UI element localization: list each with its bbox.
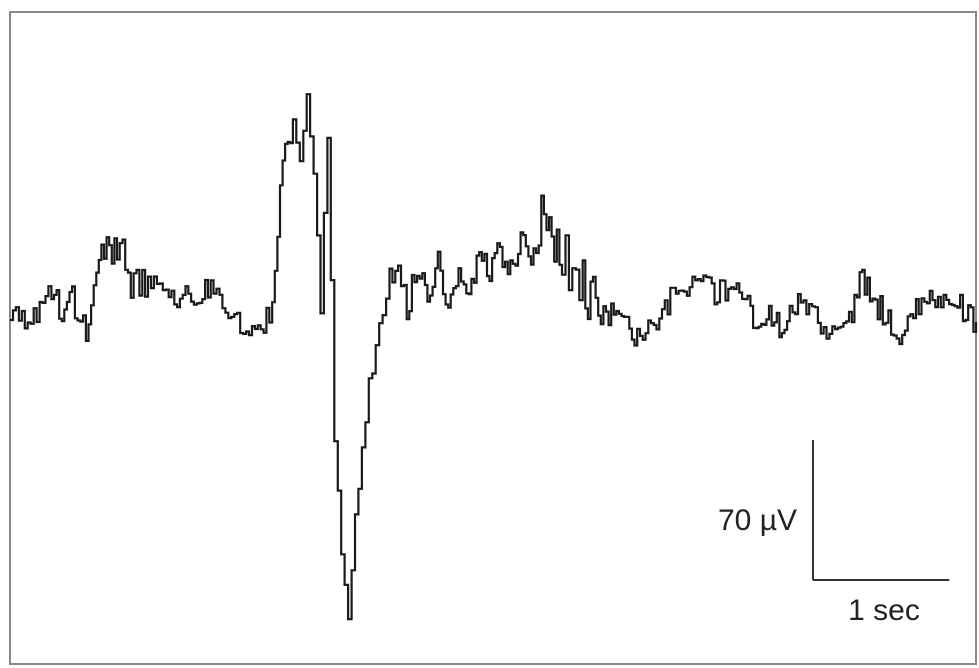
scale-bar: 70 µV 1 sec xyxy=(718,440,950,627)
scale-bar-vertical-label: 70 µV xyxy=(718,504,797,537)
eeg-trace-0 xyxy=(10,93,978,621)
scale-bar-horizontal-label: 1 sec xyxy=(848,594,920,627)
plot-border xyxy=(9,11,977,665)
trace-layer xyxy=(10,93,978,621)
